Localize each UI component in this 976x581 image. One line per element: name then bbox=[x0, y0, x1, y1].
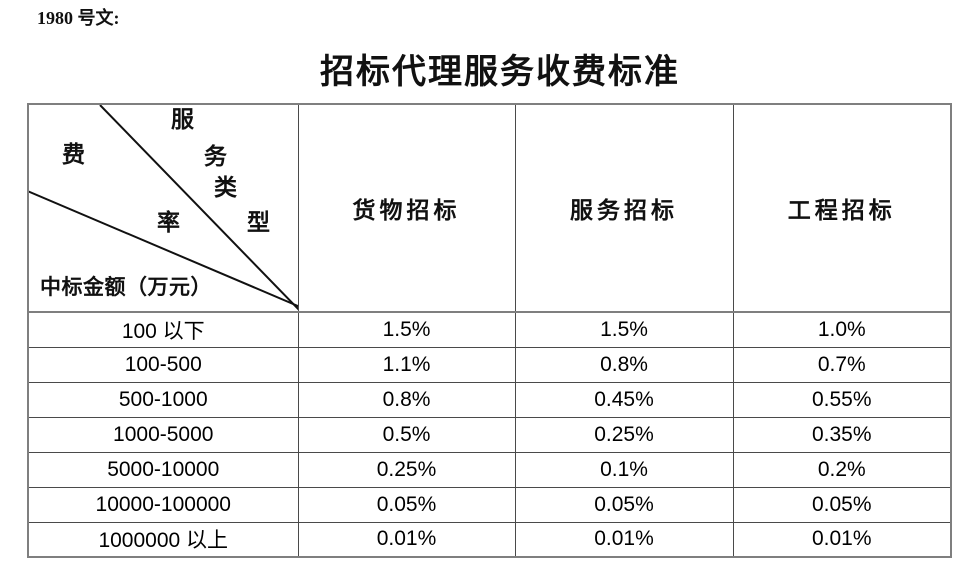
table-row: 5000-10000 0.25% 0.1% 0.2% bbox=[27, 451, 952, 488]
table-row: 1000-5000 0.5% 0.25% 0.35% bbox=[27, 416, 952, 453]
amount-range-cell: 5000-10000 bbox=[27, 451, 299, 488]
doc-number-label: 1980 号文: bbox=[37, 8, 120, 28]
table-row: 10000-100000 0.05% 0.05% 0.05% bbox=[27, 486, 952, 523]
corner-fee-rate-char: 费 bbox=[62, 142, 85, 167]
rate-cell: 1.1% bbox=[297, 346, 516, 383]
rate-cell: 0.05% bbox=[297, 486, 516, 523]
table-row: 100-500 1.1% 0.8% 0.7% bbox=[27, 346, 952, 383]
rate-cell: 0.01% bbox=[297, 521, 516, 558]
rate-cell: 0.25% bbox=[514, 416, 734, 453]
corner-service-type-char: 类 bbox=[214, 175, 237, 200]
rate-cell: 1.0% bbox=[732, 311, 952, 348]
rate-cell: 0.55% bbox=[732, 381, 952, 418]
diagonal-corner-cell: 服 务 类 型 费 率 中标金额（万元） bbox=[27, 103, 299, 313]
column-header-goods: 货物招标 bbox=[297, 103, 516, 313]
rate-cell: 0.5% bbox=[297, 416, 516, 453]
rate-cell: 0.05% bbox=[732, 486, 952, 523]
rate-cell: 0.25% bbox=[297, 451, 516, 488]
rate-cell: 0.01% bbox=[732, 521, 952, 558]
table-row: 1000000 以上 0.01% 0.01% 0.01% bbox=[27, 521, 952, 558]
amount-range-cell: 100 以下 bbox=[27, 311, 299, 348]
column-header-services: 服务招标 bbox=[514, 103, 734, 313]
rate-cell: 0.35% bbox=[732, 416, 952, 453]
amount-range-cell: 100-500 bbox=[27, 346, 299, 383]
diagonal-split-lines bbox=[29, 105, 297, 310]
rate-cell: 0.45% bbox=[514, 381, 734, 418]
rate-cell: 0.2% bbox=[732, 451, 952, 488]
fee-standard-table: 服 务 类 型 费 率 中标金额（万元） 货物招标 服务招标 工程招标 100 … bbox=[27, 103, 952, 558]
amount-range-cell: 10000-100000 bbox=[27, 486, 299, 523]
rate-cell: 1.5% bbox=[514, 311, 734, 348]
amount-range-cell: 500-1000 bbox=[27, 381, 299, 418]
page-title: 招标代理服务收费标准 bbox=[320, 54, 680, 91]
rate-cell: 0.8% bbox=[514, 346, 734, 383]
corner-service-type-char: 务 bbox=[204, 144, 227, 169]
table-header-row: 服 务 类 型 费 率 中标金额（万元） 货物招标 服务招标 工程招标 bbox=[27, 103, 952, 313]
rate-cell: 0.8% bbox=[297, 381, 516, 418]
corner-fee-rate-char: 率 bbox=[157, 210, 180, 235]
corner-amount-label: 中标金额（万元） bbox=[40, 275, 212, 299]
rate-cell: 1.5% bbox=[297, 311, 516, 348]
amount-range-cell: 1000-5000 bbox=[27, 416, 299, 453]
table-row: 500-1000 0.8% 0.45% 0.55% bbox=[27, 381, 952, 418]
corner-service-type-char: 型 bbox=[247, 210, 270, 235]
rate-cell: 0.1% bbox=[514, 451, 734, 488]
rate-cell: 0.05% bbox=[514, 486, 734, 523]
table-row: 100 以下 1.5% 1.5% 1.0% bbox=[27, 311, 952, 348]
rate-cell: 0.7% bbox=[732, 346, 952, 383]
amount-range-cell: 1000000 以上 bbox=[27, 521, 299, 558]
rate-cell: 0.01% bbox=[514, 521, 734, 558]
column-header-engineering: 工程招标 bbox=[732, 103, 952, 313]
corner-service-type-char: 服 bbox=[171, 107, 194, 132]
